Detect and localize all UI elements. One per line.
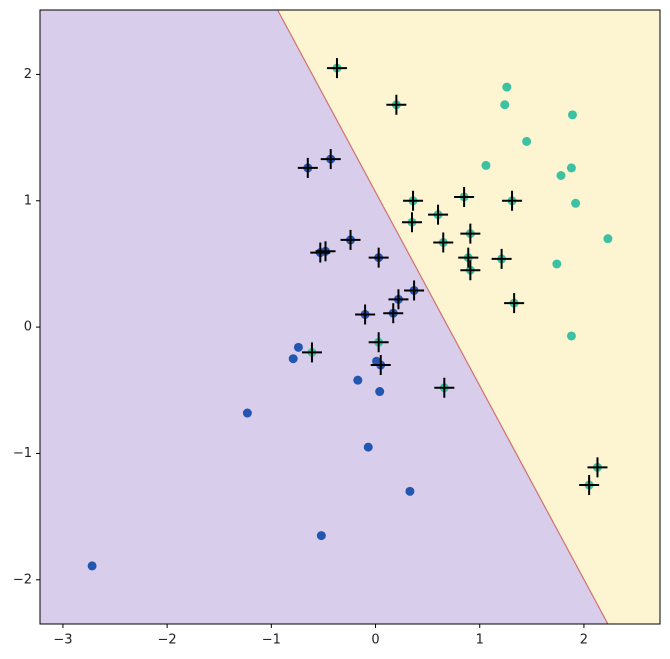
cross-marker [587,457,608,478]
cross-marker [454,186,475,207]
x-tick-label: 1 [476,633,484,648]
cross-marker [433,232,454,253]
point [293,342,303,352]
point [316,531,326,541]
cross-marker [428,204,449,225]
point [363,442,373,452]
cross-marker [386,94,407,115]
region-right [277,10,660,624]
region-left [40,10,608,624]
cross-marker [326,58,347,79]
point [556,171,566,181]
cross-marker [355,304,376,325]
x-tick-label: −2 [158,633,177,648]
cross-marker [460,223,481,244]
y-tick-label: −1 [13,446,32,461]
cross-marker [388,289,409,310]
cross-marker [434,377,455,398]
point [502,82,512,92]
x-tick-label: 2 [580,633,588,648]
decision-boundary [277,9,609,625]
point [288,354,298,364]
point [552,259,562,269]
cross-marker [297,157,318,178]
cross-marker [320,149,341,170]
point [500,100,510,110]
point [375,387,385,397]
point [522,136,532,146]
y-tick-label: −2 [13,572,32,587]
point [353,375,363,385]
point [566,163,576,173]
y-tick-label: 1 [24,193,32,208]
cross-marker [460,260,481,281]
point [405,486,415,496]
point [242,408,252,418]
cross-marker [458,247,479,268]
cross-marker [310,242,331,263]
y-tick-label: 0 [24,320,32,335]
cross-marker [301,342,322,363]
x-tick-label: −1 [262,633,281,648]
cross-marker [579,475,600,496]
point [603,234,613,244]
cross-marker [370,355,391,376]
axes-frame [39,9,661,625]
cross-marker [368,332,389,353]
point [567,110,577,120]
cross-marker [315,241,336,262]
cross-marker [491,248,512,269]
cross-marker [504,293,525,314]
cross-marker [502,190,523,211]
cross-marker [340,229,361,250]
cross-marker [404,280,425,301]
cross-marker [368,247,389,268]
point [566,331,576,341]
x-tick-label: −3 [53,633,72,648]
point [481,160,491,170]
point [87,561,97,571]
cross-marker [383,303,404,324]
cross-marker [403,190,424,211]
point [571,198,581,208]
y-tick-label: 2 [24,67,32,82]
cross-marker [402,212,422,233]
x-tick-label: 0 [371,633,379,648]
